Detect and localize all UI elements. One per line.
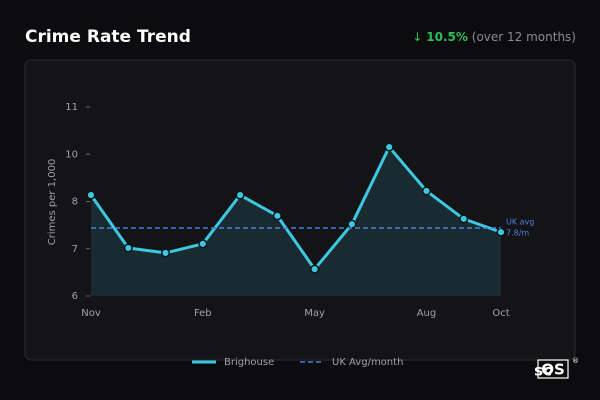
reference-label: UK avg <box>506 217 534 226</box>
point <box>496 227 506 237</box>
change-period: (over 12 months) <box>472 30 576 44</box>
point <box>459 214 469 224</box>
x-tick-label: May <box>304 308 325 319</box>
x-tick-label: Nov <box>81 308 101 319</box>
y-tick-label: 7 <box>72 244 78 255</box>
point <box>272 211 282 221</box>
line <box>89 145 502 271</box>
watermark-boxed: OS <box>541 361 565 379</box>
chart-title: Crime Rate Trend <box>25 27 191 47</box>
point <box>384 142 394 152</box>
point <box>235 190 245 200</box>
change-arrow: ↓ <box>412 30 422 44</box>
point <box>347 219 357 229</box>
watermark: sc <box>534 362 552 380</box>
x-tick-label: Aug <box>417 308 437 319</box>
point <box>310 264 320 274</box>
reference-value: 7.8/m <box>506 228 529 237</box>
y-tick-label: 6 <box>72 291 78 302</box>
watermark-box <box>537 359 569 379</box>
watermark-mark: ® <box>572 357 579 365</box>
change-value: 10.5% <box>426 30 468 44</box>
point <box>123 243 133 253</box>
point <box>421 186 432 196</box>
point <box>160 248 171 258</box>
change-summary: ↓ 10.5% (over 12 months) <box>412 30 576 44</box>
legend-label: Brighouse <box>224 357 274 368</box>
area <box>91 147 501 296</box>
point <box>198 239 208 249</box>
point <box>86 190 96 200</box>
x-tick-label: Oct <box>492 308 509 319</box>
y-tick-label: 8 <box>72 197 78 208</box>
panel <box>24 59 576 361</box>
legend-label: UK Avg/month <box>332 357 403 368</box>
y-tick-label: 10 <box>65 149 78 160</box>
y-tick-label: 11 <box>65 102 78 113</box>
x-tick-label: Feb <box>194 308 212 319</box>
y-axis-label: Crimes per 1,000 <box>47 159 58 246</box>
